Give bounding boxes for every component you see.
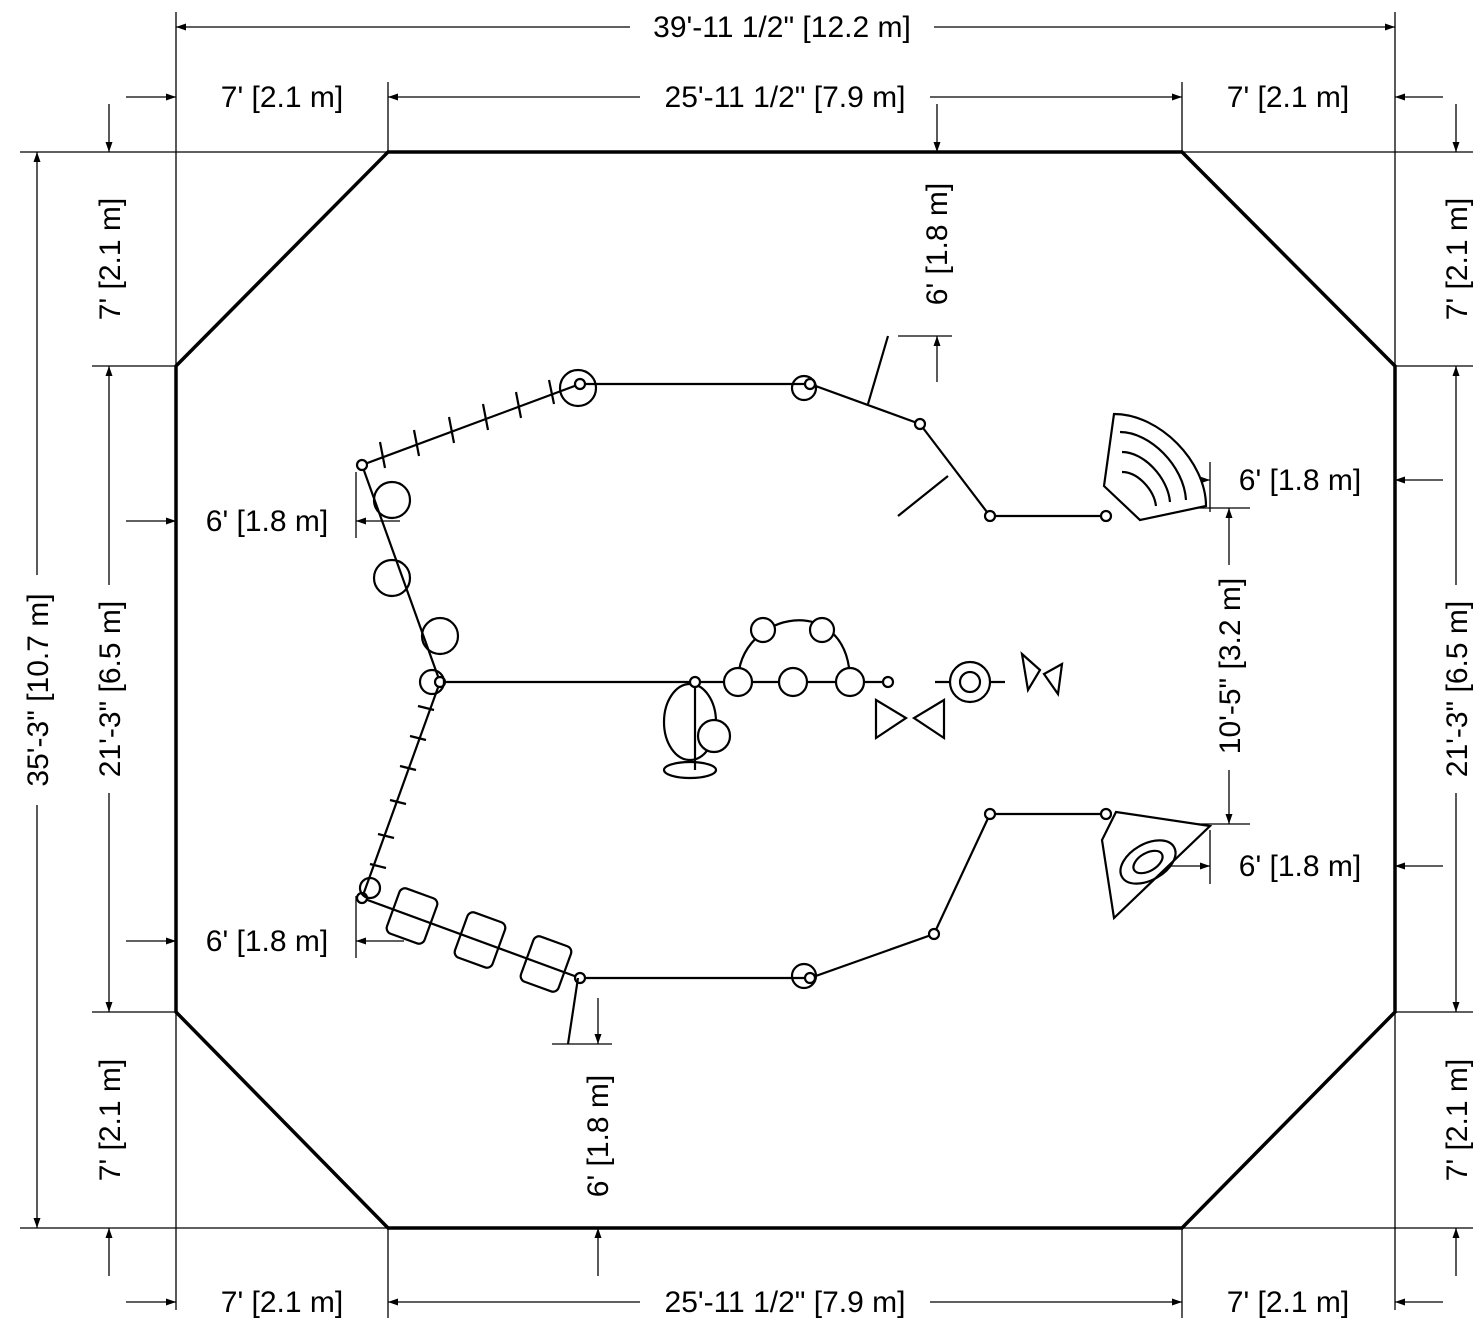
bottom-right-label: 7' [2.1 m] [1227, 1286, 1349, 1319]
clearance-right-lower-label: 6' [1.8 m] [1239, 850, 1361, 883]
spinner-seat [935, 660, 1005, 704]
platform-decks [358, 368, 818, 990]
right-top-label: 7' [2.1 m] [1441, 198, 1473, 320]
ring-climbers [372, 480, 460, 656]
dim-clearance-left-upper: 6' [1.8 m] [126, 472, 400, 538]
dim-clearance-top: 6' [1.8 m] [898, 104, 954, 382]
dim-left-bottom: 7' [2.1 m] [94, 1059, 127, 1276]
rung-ladder-lower [369, 704, 435, 870]
overhead-ladder-upper [378, 379, 556, 469]
clearance-left-upper-label: 6' [1.8 m] [206, 505, 328, 538]
dim-left-middle: 21'-3" [6.5 m] [94, 366, 127, 1012]
right-bottom-label: 7' [2.1 m] [1441, 1059, 1473, 1181]
dim-overall-height: 35'-3" [10.7 m] [22, 152, 55, 1228]
lower-rail [361, 812, 1106, 980]
dim-left-top: 7' [2.1 m] [94, 104, 127, 320]
brace-upper-b [897, 475, 949, 517]
bottom-left-label: 7' [2.1 m] [221, 1286, 343, 1319]
overall-height-label: 35'-3" [10.7 m] [22, 593, 55, 786]
bowtie-spinner-a [874, 698, 946, 741]
right-middle-label: 21'-3" [6.5 m] [1441, 601, 1473, 777]
clearance-right-upper-label: 6' [1.8 m] [1239, 464, 1361, 497]
clearance-left-lower-label: 6' [1.8 m] [206, 925, 328, 958]
dim-clearance-right-lower: 6' [1.8 m] [1163, 830, 1443, 884]
dim-right-top: 7' [2.1 m] [1441, 104, 1473, 320]
dim-top-left: 7' [2.1 m] [126, 81, 343, 114]
left-bottom-label: 7' [2.1 m] [94, 1059, 127, 1181]
dim-bottom-left: 7' [2.1 m] [126, 1286, 343, 1319]
top-center-label: 25'-11 1/2" [7.9 m] [665, 81, 906, 114]
arch-climber [722, 616, 866, 698]
dim-top-right: 7' [2.1 m] [1227, 81, 1443, 114]
play-structure [355, 335, 1213, 1045]
slide-lower [1100, 810, 1213, 921]
top-right-label: 7' [2.1 m] [1227, 81, 1349, 114]
dim-bottom-right: 7' [2.1 m] [1227, 1286, 1443, 1319]
left-top-label: 7' [2.1 m] [94, 198, 127, 320]
dim-right-middle: 21'-3" [6.5 m] [1441, 366, 1473, 1012]
dim-top-center: 25'-11 1/2" [7.9 m] [388, 81, 1182, 114]
bottom-center-label: 25'-11 1/2" [7.9 m] [665, 1286, 906, 1319]
dim-right-bottom: 7' [2.1 m] [1441, 1059, 1473, 1276]
upper-rail [361, 382, 1106, 518]
dim-clearance-bottom: 6' [1.8 m] [552, 998, 615, 1276]
wave-bars [385, 887, 573, 993]
clearance-bottom-label: 6' [1.8 m] [582, 1075, 615, 1197]
safety-zone-boundary [174, 150, 1397, 1230]
clearance-top-label: 6' [1.8 m] [921, 183, 954, 305]
dim-bottom-center: 25'-11 1/2" [7.9 m] [388, 1286, 1182, 1319]
dim-clearance-left-lower: 6' [1.8 m] [126, 896, 404, 958]
left-rail-lower [360, 681, 442, 899]
overall-width-label: 39'-11 1/2" [12.2 m] [653, 11, 911, 44]
dim-overall-width: 39'-11 1/2" [12.2 m] [176, 11, 1395, 44]
brace-upper-a [866, 335, 890, 405]
top-left-label: 7' [2.1 m] [221, 81, 343, 114]
dim-slide-gap: 10'-5" [3.2 m] [1198, 507, 1250, 825]
brace-lower [566, 977, 580, 1045]
bowtie-spinner-b [1020, 651, 1064, 697]
loop-climber [662, 682, 732, 780]
slide-upper [1102, 412, 1208, 522]
extension-lines [20, 12, 1473, 1318]
left-middle-label: 21'-3" [6.5 m] [94, 601, 127, 777]
slide-gap-label: 10'-5" [3.2 m] [1214, 578, 1247, 754]
